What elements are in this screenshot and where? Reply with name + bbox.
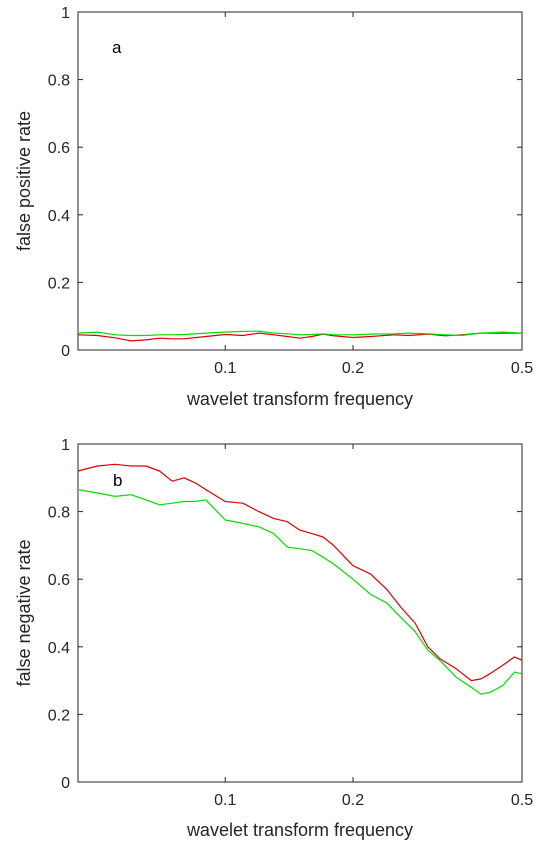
y-tick-label: 0.6 bbox=[48, 140, 70, 157]
y-axis-label: false negative rate bbox=[14, 539, 34, 686]
x-tick-label: 0.1 bbox=[214, 792, 236, 809]
axes-box bbox=[77, 11, 523, 351]
chart-panel-b: 0 0.2 0.4 0.6 0.8 1 0.1 0.2 0.5 b wavelet transfor… bbox=[14, 437, 533, 840]
y-tick-label: 0.6 bbox=[48, 572, 70, 589]
x-tick-label: 0.5 bbox=[511, 792, 533, 809]
x-tick-label: 0.2 bbox=[342, 360, 364, 377]
x-axis-label: wavelet transform frequency bbox=[186, 820, 413, 840]
y-tick-label: 0.2 bbox=[48, 275, 70, 292]
panel-label: b bbox=[113, 471, 122, 490]
y-axis-label: false positive rate bbox=[14, 111, 34, 251]
x-tick-label: 0.1 bbox=[214, 360, 236, 377]
x-tick-label: 0.2 bbox=[342, 792, 364, 809]
x-axis-label: wavelet transform frequency bbox=[186, 389, 413, 409]
y-tick-label: 0 bbox=[61, 775, 70, 792]
series-line-1 bbox=[77, 332, 522, 342]
series-line-2 bbox=[77, 489, 523, 695]
y-tick-label: 0 bbox=[61, 343, 70, 360]
y-tick-label: 0.4 bbox=[48, 208, 70, 225]
series-line-2 bbox=[77, 330, 523, 337]
y-tick-label: 0.2 bbox=[48, 707, 70, 724]
y-tick-label: 0.8 bbox=[48, 505, 70, 522]
x-tick-label: 0.5 bbox=[511, 360, 533, 377]
axes-box bbox=[77, 443, 523, 783]
y-tick-label: 0.4 bbox=[48, 640, 70, 657]
y-tick-label: 1 bbox=[61, 5, 70, 22]
series-line-1 bbox=[77, 463, 523, 682]
y-tick-label: 1 bbox=[61, 437, 70, 454]
y-tick-label: 0.8 bbox=[48, 73, 70, 90]
chart-panel-a: 0 0.2 0.4 0.6 0.8 1 0.1 0.2 0.5 a wavelet transfor… bbox=[14, 5, 533, 409]
panel-label: a bbox=[112, 38, 122, 57]
